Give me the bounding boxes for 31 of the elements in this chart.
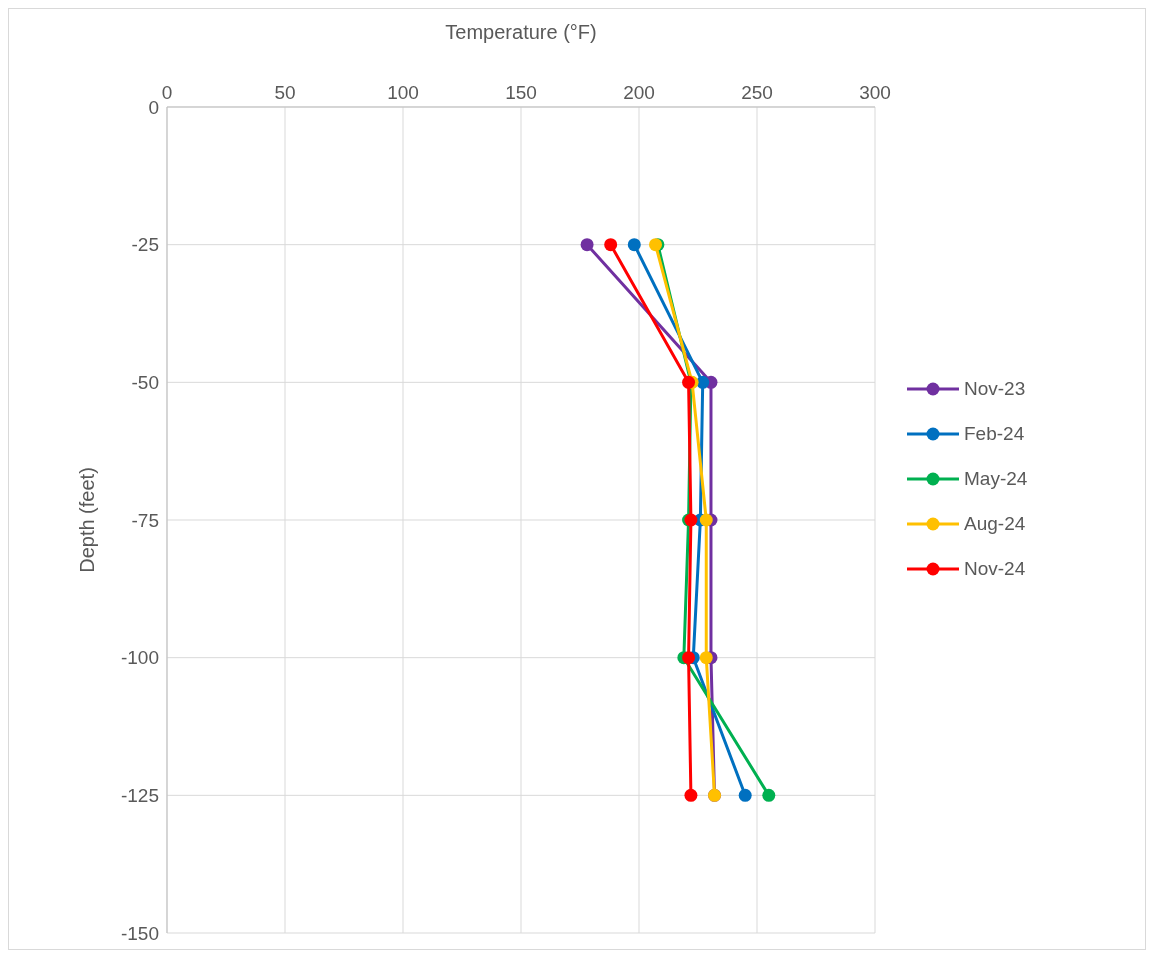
- legend-label: Nov-23: [964, 378, 1026, 400]
- point: [762, 788, 776, 802]
- point: [699, 651, 713, 665]
- point: [604, 238, 618, 252]
- x-tick-label: 300: [859, 82, 891, 103]
- legend-label: May-24: [964, 468, 1028, 490]
- x-tick-label: 100: [387, 82, 419, 103]
- y-tick-label: 0: [148, 96, 159, 118]
- y-tick-label: -50: [131, 372, 159, 394]
- y-tick-label: -25: [131, 234, 159, 256]
- point: [627, 238, 641, 252]
- point: [699, 513, 713, 527]
- y-tick-label: -75: [131, 509, 159, 531]
- legend-label: Nov-24: [964, 558, 1026, 580]
- point: [682, 651, 696, 665]
- x-tick-label: 150: [505, 82, 537, 103]
- x-tick-label: 250: [741, 82, 773, 103]
- point: [696, 375, 710, 389]
- x-axis-title: Temperature (°F): [445, 21, 597, 44]
- y-axis-title: Depth (feet): [76, 467, 99, 573]
- legend-label: Aug-24: [964, 513, 1026, 535]
- x-tick-label: 0: [161, 82, 173, 103]
- x-tick-label: 200: [623, 82, 655, 103]
- point: [738, 788, 752, 802]
- y-tick-label: -100: [120, 647, 159, 669]
- point: [684, 788, 698, 802]
- y-tick-label: -150: [120, 922, 159, 944]
- y-tick-label: -125: [120, 785, 159, 807]
- legend-label: Feb-24: [964, 423, 1025, 445]
- x-tick-label: 50: [274, 82, 296, 103]
- point: [580, 238, 594, 252]
